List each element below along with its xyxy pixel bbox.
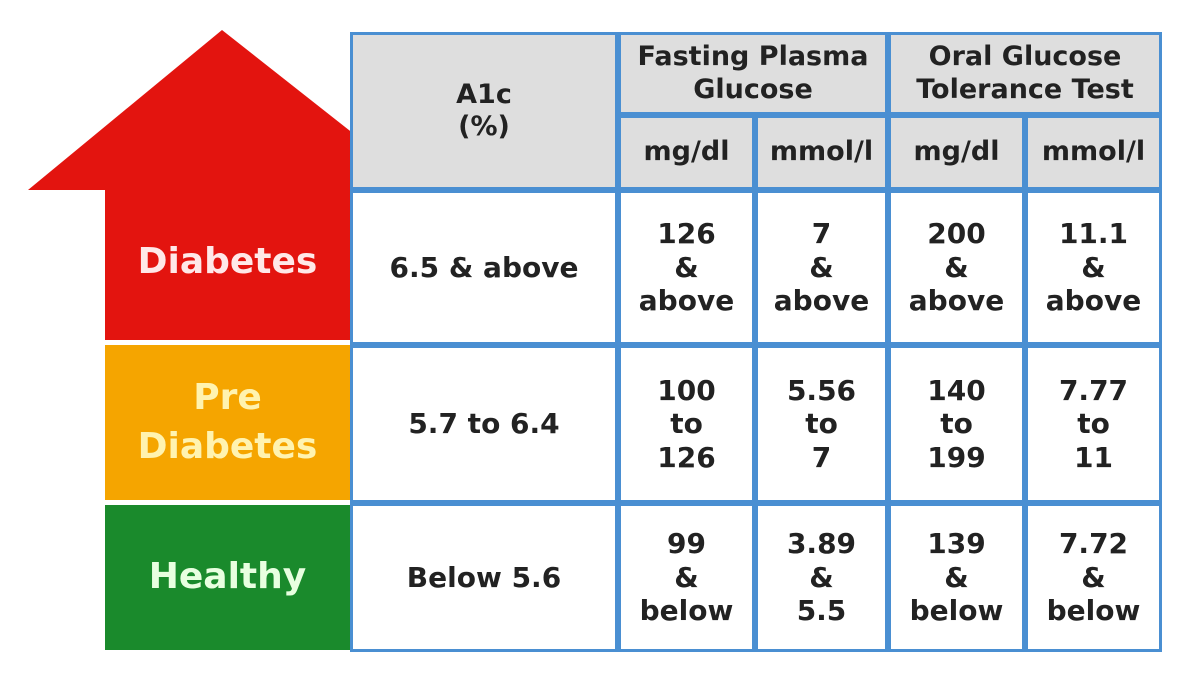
level-label: Healthy <box>105 505 350 650</box>
text-line: 11.1 <box>1058 217 1129 251</box>
text-line: 5.56 <box>786 373 857 407</box>
text-line: 126 <box>657 440 716 474</box>
value-cell: 139 & below <box>888 503 1025 652</box>
text: mmol/l <box>1041 136 1146 168</box>
a1c-cell: 5.7 to 6.4 <box>350 345 618 503</box>
text-line: below <box>909 594 1004 628</box>
text: mmol/l <box>769 136 874 168</box>
text: mg/dl <box>643 136 730 168</box>
text-line: 7 <box>811 217 832 251</box>
text-line: A1c <box>456 78 512 110</box>
ogtt-header: Oral Glucose Tolerance Test <box>888 32 1162 115</box>
text-line: 7.77 <box>1058 373 1129 407</box>
unit-header: mg/dl <box>888 115 1025 190</box>
value-cell: 11.1 & above <box>1025 190 1162 345</box>
text-line: 140 <box>927 373 986 407</box>
text-line: to <box>940 407 973 441</box>
a1c-cell: 6.5 & above <box>350 190 618 345</box>
unit-header: mmol/l <box>755 115 888 190</box>
text-line: 99 <box>667 527 706 561</box>
text-line: Pre <box>193 376 262 418</box>
value-cell: 140 to 199 <box>888 345 1025 503</box>
text-line: 199 <box>927 440 986 474</box>
value-cell: 99 & below <box>618 503 755 652</box>
text-line: & <box>944 250 969 284</box>
text-line: Fasting Plasma <box>637 41 869 73</box>
text-line: above <box>1045 284 1142 318</box>
value-cell: 5.56 to 7 <box>755 345 888 503</box>
text-line: 200 <box>927 217 986 251</box>
arrow-head <box>28 30 425 190</box>
fpg-header: Fasting Plasma Glucose <box>618 32 888 115</box>
level-prediabetes-bg <box>105 345 350 500</box>
a1c-header: A1c (%) <box>350 32 618 190</box>
unit-header: mg/dl <box>618 115 755 190</box>
text-line: Oral Glucose <box>928 41 1122 73</box>
level-label: Diabetes <box>105 185 350 340</box>
level-label: Pre Diabetes <box>105 345 350 500</box>
text: mg/dl <box>913 136 1000 168</box>
text-line: Diabetes <box>137 425 318 467</box>
text-line: Diabetes <box>137 241 318 283</box>
text-line: above <box>638 284 735 318</box>
value-cell: 7.72 & below <box>1025 503 1162 652</box>
text-line: 3.89 <box>786 527 857 561</box>
text-line: & <box>1081 560 1106 594</box>
text: 6.5 & above <box>389 250 579 284</box>
value-cell: 3.89 & 5.5 <box>755 503 888 652</box>
unit-header: mmol/l <box>1025 115 1162 190</box>
text-line: below <box>1046 594 1141 628</box>
text-line: & <box>944 560 969 594</box>
level-healthy-bg <box>105 505 350 650</box>
text-line: 126 <box>657 217 716 251</box>
text-line: to <box>1077 407 1110 441</box>
text-line: (%) <box>458 111 510 142</box>
text-line: Glucose <box>693 73 813 105</box>
text-line: 11 <box>1074 440 1113 474</box>
value-cell: 126 & above <box>618 190 755 345</box>
text-line: & <box>674 250 699 284</box>
text-line: Healthy <box>148 556 307 598</box>
text: Below 5.6 <box>406 560 562 594</box>
a1c-cell: Below 5.6 <box>350 503 618 652</box>
value-cell: 7.77 to 11 <box>1025 345 1162 503</box>
text-line: to <box>670 407 703 441</box>
value-cell: 200 & above <box>888 190 1025 345</box>
text-line: to <box>805 407 838 441</box>
text-line: 139 <box>927 527 986 561</box>
text-line: below <box>639 594 734 628</box>
text-line: 5.5 <box>796 594 847 628</box>
level-diabetes-bg <box>105 185 350 340</box>
text-line: & <box>809 250 834 284</box>
text-line: 7 <box>811 440 832 474</box>
text-line: & <box>674 560 699 594</box>
value-cell: 7 & above <box>755 190 888 345</box>
text-line: above <box>773 284 870 318</box>
text: 5.7 to 6.4 <box>408 407 560 441</box>
value-cell: 100 to 126 <box>618 345 755 503</box>
text-line: Tolerance Test <box>916 73 1134 105</box>
text-line: & <box>1081 250 1106 284</box>
text-line: 7.72 <box>1058 527 1129 561</box>
text-line: 100 <box>657 373 716 407</box>
text-line: above <box>908 284 1005 318</box>
text-line: & <box>809 560 834 594</box>
